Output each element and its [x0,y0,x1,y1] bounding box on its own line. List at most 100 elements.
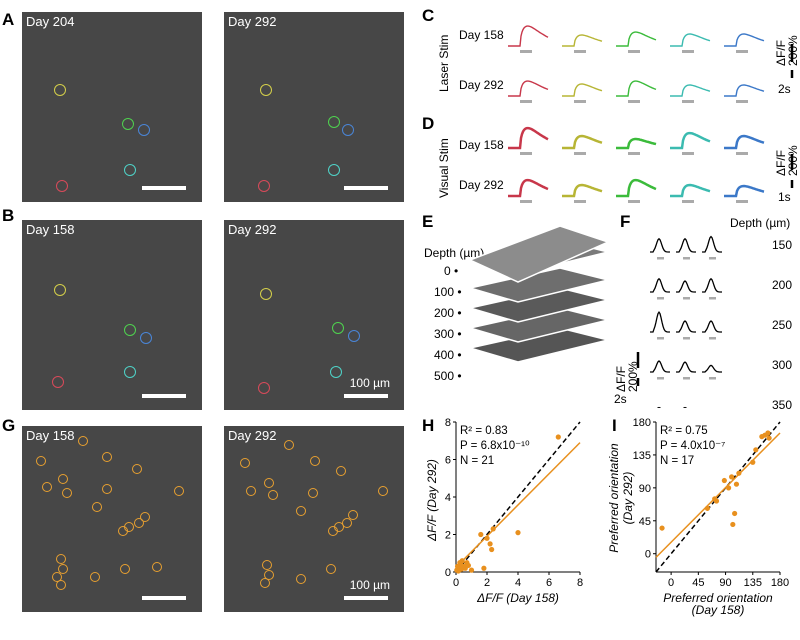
stim-bar [709,297,716,300]
x-tick-label: 8 [577,577,583,589]
cell-marker [120,564,130,574]
f-trace [650,237,670,253]
stim-bar [682,50,694,53]
stat-label: N = 21 [460,455,494,467]
image-a-left: Day 204 [22,12,202,202]
stim-bar [709,337,716,340]
cell-marker [152,562,162,572]
stim-bar [683,377,690,380]
panel-label-d: D [422,114,435,133]
cell-marker-yellow [54,84,66,96]
panel-label-g: G [2,416,16,435]
depth-label: 200 • [434,306,462,320]
cell-marker [36,456,46,466]
cell-marker-red [258,382,270,394]
data-point [765,430,771,436]
scatter-i: 0 45 90 135 180 0 45 90 135 180 R² = 0.75 P = 4.0x1… [607,417,789,617]
stim-bar [736,100,748,103]
stim-bar [682,100,694,103]
cell-marker-cyan [328,164,340,176]
cell-marker [140,512,150,522]
data-point [478,531,484,538]
cell-marker [348,510,358,520]
cell-marker [62,488,72,498]
depth-label: 100 • [434,285,462,299]
x-tick-label: 135 [744,577,762,589]
depth-traces [636,235,722,408]
data-point [736,470,742,476]
image-b-right: Day 292 100 µm [224,220,404,410]
data-point [766,435,772,441]
data-point [733,481,740,487]
cell-marker [264,478,274,488]
f-depth-label: 200 [772,278,793,292]
cell-marker-red [258,180,270,192]
cell-marker [296,574,306,584]
cell-marker [58,474,68,484]
trace-0-3 [670,33,711,47]
cell-marker-yellow [54,284,66,296]
data-point [730,521,736,528]
stim-bar [657,297,664,300]
cell-marker [334,522,344,532]
image-b-left: Day 158 [22,220,202,410]
cell-marker-yellow [260,288,272,300]
c-x-scale-label: 2s [778,82,791,96]
trace-1-1 [562,83,603,97]
stim-bar [520,152,532,155]
scale-label: 100 µm [349,578,390,592]
panel-label-a: A [2,10,15,29]
stim-bar [657,337,664,340]
cell-marker [102,452,112,462]
cell-marker [296,506,306,516]
f-trace [650,311,670,333]
d-x-scale-label: 1s [778,190,791,204]
f-trace [702,320,722,333]
panel-label-c: C [422,6,435,25]
panel-label-b: B [2,206,15,225]
x-tick-label: 45 [692,577,704,589]
cell-marker [310,456,320,466]
cell-marker-blue [140,332,152,344]
cell-marker-green [124,324,136,336]
cell-marker [336,466,346,476]
f-trace [650,277,670,293]
stim-bar [682,200,694,203]
stim-bar [736,200,748,203]
data-point [490,526,496,532]
y-tick-label: 0 [645,549,651,561]
cell-marker [134,518,144,528]
stim-bar [682,152,694,155]
trace-3-2 [616,178,657,198]
f-depth-label: 350 [772,398,793,412]
scale-bar [344,394,388,398]
cell-marker-cyan [330,366,342,378]
data-point [484,535,490,541]
stim-bar [574,152,586,155]
trace-1-4 [724,84,765,97]
f-y-scale-value: 200% [626,361,640,392]
trace-3-4 [724,184,765,198]
stat-label: N = 17 [660,455,694,467]
visual-stim-label: Visual Stim [437,138,451,198]
stim-bar [709,377,716,380]
trace-1-2 [616,80,657,97]
data-point [721,477,727,484]
data-point [704,505,711,511]
cell-marker [124,522,134,532]
y-axis-label-2: (Day 292) [621,472,635,525]
trace-1-0 [508,80,549,97]
f-trace [702,277,722,293]
f-x-scale-label: 2s [614,392,627,406]
scatter-h: 0 2 4 6 8 0 2 4 6 8 R² = 0.83 P = 6.8x10⁻¹⁰ N = 21 ΔF… [425,417,583,605]
cell-marker-green [332,322,344,334]
trace-0-2 [616,31,657,47]
y-tick-label: 0 [445,567,451,579]
cell-marker [246,486,256,496]
stim-bar [736,152,748,155]
f-trace [676,280,696,293]
d-row-label-2: Day 292 [459,178,504,192]
scale-bar [142,596,186,600]
day-label: Day 292 [228,14,277,29]
fit-line [455,442,581,568]
